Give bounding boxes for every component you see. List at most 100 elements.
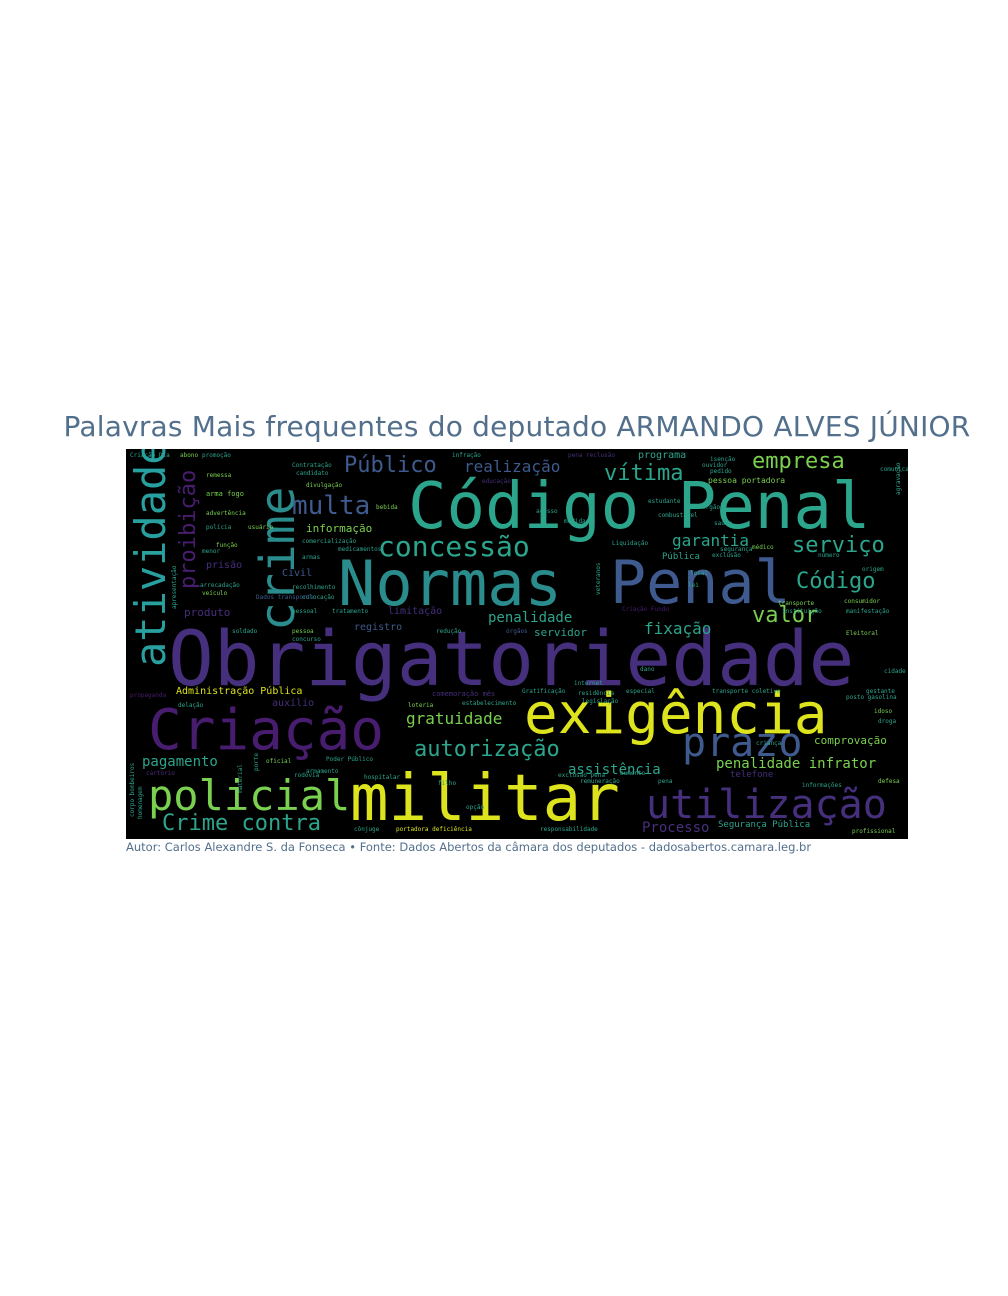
word-estabelecimento: estabelecimento	[462, 700, 517, 707]
word-consumidor: consumidor	[844, 598, 881, 605]
word-atividade: atividade	[126, 449, 175, 667]
word-porte: porte	[253, 752, 260, 771]
word-servidor: servidor	[534, 626, 587, 639]
word-lei: lei	[688, 582, 699, 589]
word-origem: origem	[862, 566, 884, 573]
word-concurso: concurso	[292, 636, 321, 643]
word-cartorio: cartório	[146, 770, 175, 777]
word-apresentacao: apresentação	[171, 565, 178, 609]
word-oficial: oficial	[266, 758, 292, 765]
word-arma-fogo: arma fogo	[206, 490, 244, 498]
word-exclusao: exclusão	[712, 552, 741, 559]
word-poder-publico: Poder Público	[326, 756, 373, 763]
word-garantia: garantia	[672, 531, 750, 550]
word-processo: Processo	[642, 820, 710, 836]
word-acesso: acesso	[536, 508, 558, 515]
word-criacao: Criação	[148, 698, 385, 763]
word-instituicao: instituição	[782, 608, 822, 615]
word-educacao: educação	[482, 478, 511, 485]
word-comercializacao: comercialização	[302, 538, 357, 545]
word-posto-gasolina: posto gasolina	[846, 694, 897, 701]
word-seguranca: segurança	[720, 546, 753, 553]
word-armas: armas	[302, 554, 321, 561]
word-concessao: concessão	[378, 530, 530, 563]
word-droga: droga	[878, 718, 897, 725]
word-portadora-deficiencia: portadora deficiência	[396, 826, 472, 833]
word-contratacao: Contratação	[292, 462, 332, 469]
word-seguranca-publica: Segurança Pública	[718, 820, 811, 830]
word-telefone: telefone	[730, 770, 774, 780]
word-veteranos: veteranos	[595, 562, 602, 595]
word-soldado: soldado	[232, 628, 258, 635]
word-vitima: vítima	[604, 461, 684, 486]
word-publico: Público	[344, 453, 437, 478]
word-multa: multa	[292, 491, 371, 521]
word-isencao: isenção	[710, 456, 736, 463]
word-colocacao: colocação	[302, 594, 335, 601]
word-comprovacao: comprovação	[814, 734, 887, 747]
word-pessoal: pessoal	[292, 608, 318, 615]
word-propaganda: propaganda	[130, 692, 167, 699]
word-profissional: profissional	[852, 828, 896, 835]
word-arrecadacao: arrecadação	[200, 582, 240, 589]
word-remuneracao: remuneração	[580, 778, 620, 785]
word-cloud: Obrigatoriedade Código Penal Normas Pena…	[126, 449, 908, 839]
word-programa: programa	[638, 450, 687, 461]
word-orgao: órgão	[702, 504, 721, 511]
word-candidato: candidato	[296, 470, 329, 477]
word-medicamentos: medicamentos	[338, 546, 382, 553]
word-eleitoral: Eleitoral	[846, 630, 879, 637]
word-estudante: estudante	[648, 498, 681, 505]
word-servico: serviço	[792, 533, 885, 558]
word-proibicao: proibição	[176, 469, 201, 589]
word-rodovia: rodovia	[294, 772, 320, 779]
word-bebida: bebida	[376, 504, 398, 511]
word-exigencia: exigência	[524, 682, 828, 747]
word-obrigatoriedade: Obrigatoriedade	[168, 614, 855, 703]
word-gratificacao: Gratificação	[522, 688, 566, 695]
word-criacao-fundo: Criação Fundo	[622, 606, 669, 613]
source-caption: Autor: Carlos Alexandre S. da Fonseca • …	[126, 840, 812, 854]
word-codigo-penal: Código Penal	[408, 470, 871, 544]
word-prisao: prisão	[206, 560, 243, 571]
chart-title: Palavras Mais frequentes do deputado ARM…	[63, 410, 971, 443]
word-divulgacao: divulgação	[306, 482, 343, 489]
word-orgaos: órgãos	[506, 628, 528, 635]
word-idoso: idoso	[874, 708, 893, 715]
word-filho: filho	[438, 780, 457, 787]
word-limitacao: limitação	[388, 606, 443, 617]
word-transporte-coletivo: transporte coletivo	[712, 688, 781, 695]
word-legislacao: legislação	[582, 698, 619, 705]
word-corpo-bombeiros: corpo bombeiros	[129, 762, 136, 817]
word-medico: médico	[752, 544, 774, 551]
word-policia: polícia	[206, 524, 232, 531]
word-combustivel: combustível	[658, 512, 698, 519]
word-normas: Normas	[338, 547, 562, 620]
word-pena: pena	[658, 778, 673, 785]
word-conjuge: cônjuge	[354, 826, 380, 833]
word-delacao: delação	[178, 702, 204, 709]
word-crianca: criança	[756, 740, 782, 747]
word-pessoa: pessoa	[292, 628, 314, 635]
word-numero: número	[818, 552, 840, 559]
word-informacao: informação	[306, 522, 373, 535]
word-transporte: transporte	[778, 600, 815, 607]
word-penal: Penal	[610, 548, 791, 618]
word-funcao: função	[216, 542, 238, 549]
word-policial: policial	[148, 771, 351, 820]
word-especial: especial	[626, 688, 655, 695]
word-dados-transporte: Dados transporte	[256, 594, 314, 601]
word-pagamento: pagamento	[142, 754, 218, 770]
word-administracao-publica: Administração Pública	[176, 686, 303, 697]
word-dano: dano	[640, 666, 655, 673]
word-hospitalar: hospitalar	[364, 774, 401, 781]
word-gratuidade: gratuidade	[406, 709, 503, 728]
word-defesa: defesa	[878, 778, 900, 785]
word-ouvidor: ouvidor	[702, 462, 728, 469]
word-exclusao-pena: exclusão pena	[558, 772, 605, 779]
word-pessoa-portadora: pessoa portadora	[708, 476, 786, 485]
word-saude: saúde	[714, 520, 733, 527]
word-realizacao: realização	[464, 457, 561, 476]
word-infracao: infração	[452, 452, 481, 459]
word-empresa: empresa	[752, 449, 845, 474]
